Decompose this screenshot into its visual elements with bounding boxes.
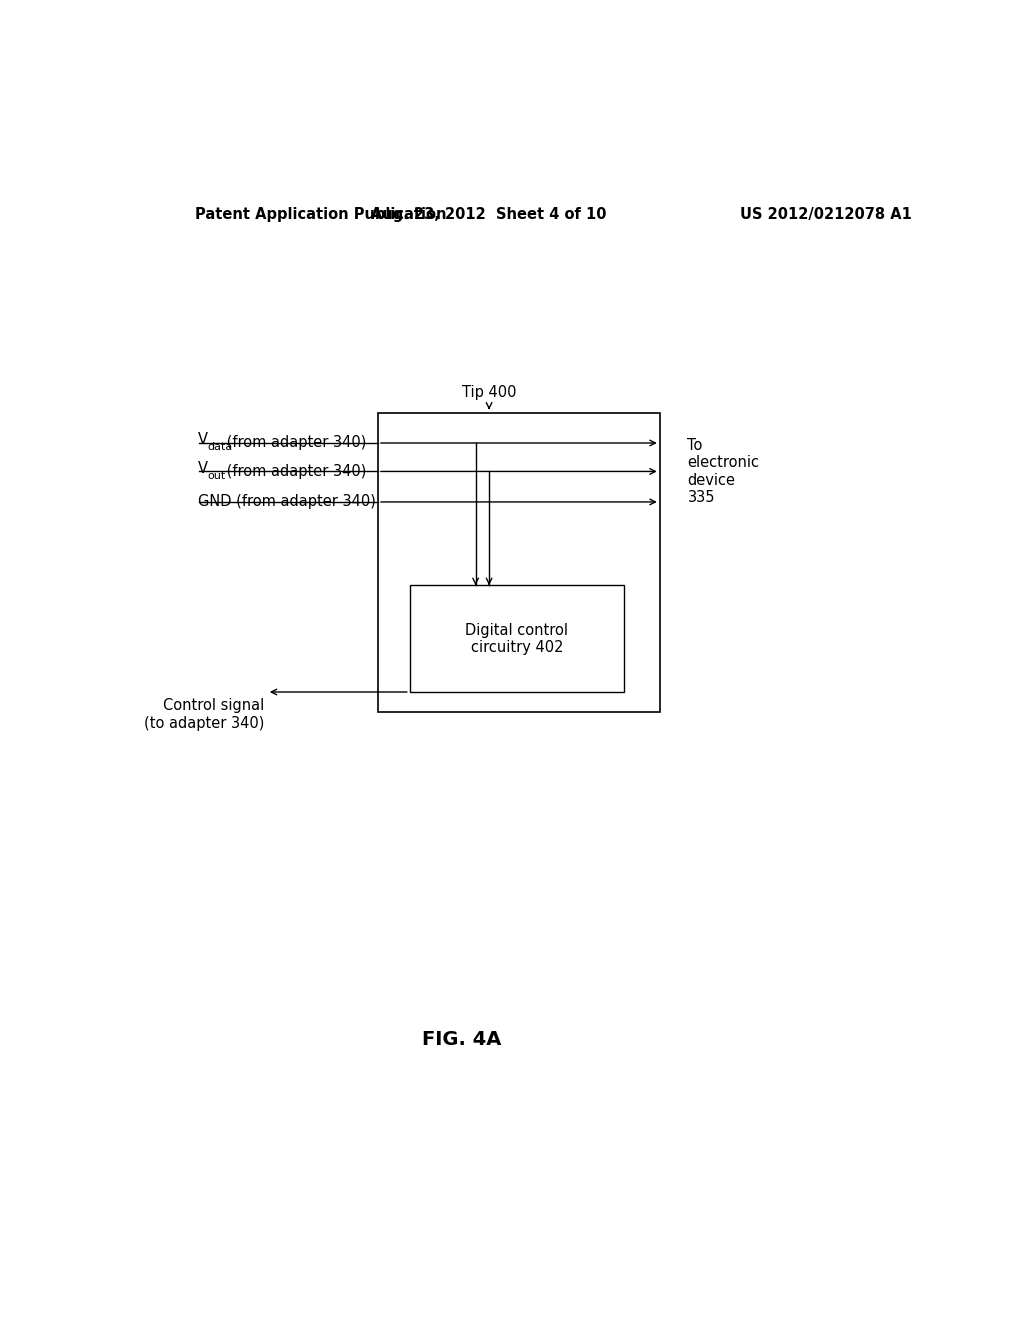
Text: Tip 400: Tip 400	[462, 385, 516, 400]
Text: out: out	[207, 470, 225, 480]
Text: To
electronic
device
335: To electronic device 335	[687, 438, 760, 506]
Text: V: V	[198, 433, 208, 447]
Text: V: V	[198, 461, 208, 477]
Text: Control signal
(to adapter 340): Control signal (to adapter 340)	[144, 698, 264, 730]
Text: Aug. 23, 2012  Sheet 4 of 10: Aug. 23, 2012 Sheet 4 of 10	[372, 207, 607, 222]
Text: US 2012/0212078 A1: US 2012/0212078 A1	[740, 207, 912, 222]
Text: data: data	[207, 442, 232, 451]
Text: GND (from adapter 340): GND (from adapter 340)	[198, 495, 376, 510]
Text: (from adapter 340): (from adapter 340)	[222, 436, 367, 450]
Text: Patent Application Publication: Patent Application Publication	[196, 207, 446, 222]
Text: (from adapter 340): (from adapter 340)	[222, 463, 367, 479]
Bar	[378, 413, 659, 713]
Bar	[410, 585, 624, 692]
Text: FIG. 4A: FIG. 4A	[422, 1030, 501, 1049]
Text: Digital control
circuitry 402: Digital control circuitry 402	[465, 623, 568, 655]
